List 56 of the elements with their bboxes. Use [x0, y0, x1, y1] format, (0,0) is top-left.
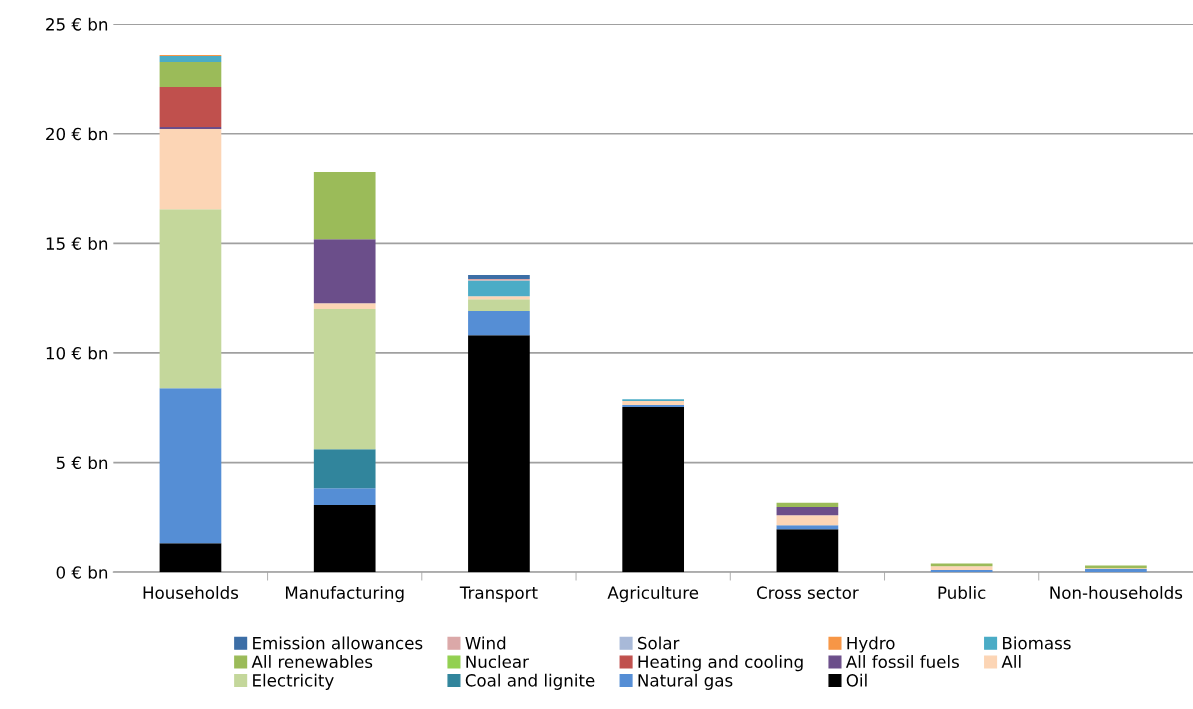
y-tick-label: 20 € bn [46, 127, 108, 141]
y-tick-label: 5 € bn [56, 456, 108, 470]
bar [622, 400, 685, 405]
bar [468, 280, 530, 297]
legend-label: Emission allowances [253, 636, 423, 650]
legend-label: All [1001, 655, 1021, 668]
bar [313, 449, 376, 489]
bar [313, 505, 376, 573]
y-tick-label: 0 € bn [56, 565, 108, 579]
x-tick-label: Public [938, 586, 986, 599]
bar [776, 525, 839, 530]
bar [468, 335, 530, 573]
bar [468, 275, 530, 280]
bar [776, 515, 839, 526]
legend-label: Coal and lignite [465, 673, 595, 690]
legend-label: Hydro [847, 636, 895, 653]
bar [159, 62, 222, 88]
bar [313, 172, 376, 240]
x-tick-label: Transport [459, 586, 538, 603]
bar [313, 488, 376, 506]
y-tick-label: 25 € bn [46, 17, 108, 31]
bar [776, 529, 839, 573]
bar [622, 404, 685, 408]
bar [159, 87, 222, 127]
bar [468, 311, 530, 336]
legend-label: Wind [465, 636, 506, 650]
legend-label: Electricity [253, 673, 334, 690]
legend-label: Nuclear [466, 655, 529, 669]
y-tick-label: 15 € bn [46, 237, 108, 250]
legend-label: Biomass [1003, 636, 1071, 650]
bar [313, 239, 376, 304]
bar [468, 296, 530, 300]
legend-label: Natural gas [638, 673, 733, 690]
x-tick-label: Cross sector [757, 586, 859, 599]
legend-label: All fossil fuels [845, 655, 959, 669]
y-tick-label: 10 € bn [46, 346, 108, 360]
legend-label: Solar [638, 636, 680, 650]
x-tick-label: Non-households [1050, 586, 1183, 599]
bar [776, 507, 839, 516]
bar [159, 126, 222, 130]
bar [159, 209, 222, 389]
x-tick-label: Households [143, 586, 239, 599]
x-tick-label: Manufacturing [285, 586, 404, 603]
legend-label: Heating and cooling [638, 655, 803, 672]
bar [313, 303, 376, 310]
bar [313, 309, 376, 450]
bar [159, 543, 222, 573]
legend-label: Oil [846, 673, 867, 687]
legend-label: All renewables [251, 655, 373, 669]
bar [159, 388, 222, 544]
bar [159, 56, 222, 63]
bar [159, 129, 222, 210]
bar [776, 502, 839, 508]
x-tick-label: Agriculture [607, 586, 699, 603]
bar [622, 407, 685, 573]
bar [468, 299, 530, 312]
